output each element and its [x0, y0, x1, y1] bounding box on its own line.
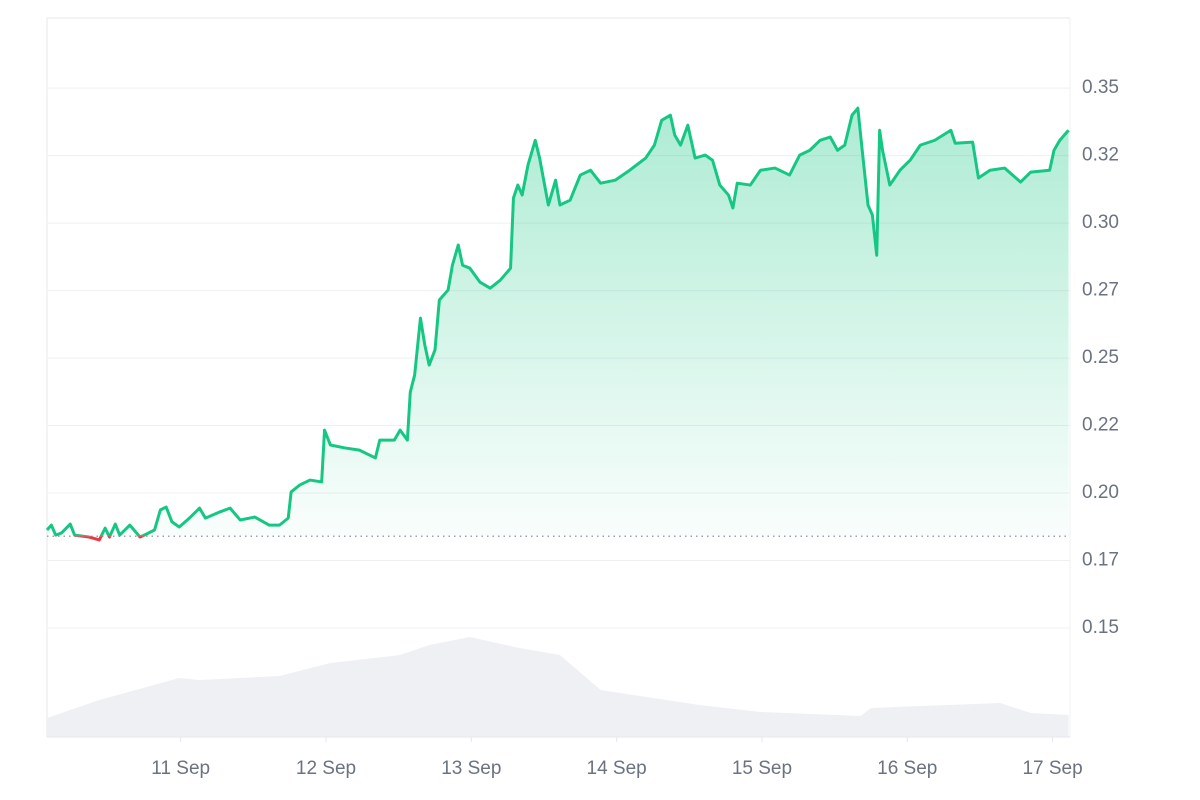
y-tick-label: 0.27: [1082, 280, 1119, 301]
volume-area: [47, 637, 1069, 737]
x-tick-label: 13 Sep: [441, 758, 501, 779]
x-tick-label: 17 Sep: [1022, 758, 1082, 779]
price-line-up: [45, 106, 1070, 537]
plot: 0.15 0.17 0.20 0.22 0.25 0.27 0.30 0.32 0.35 11 S…: [45, 17, 1119, 779]
price-area: [47, 108, 1069, 537]
y-tick-label: 0.30: [1082, 212, 1119, 233]
y-tick-label: 0.20: [1082, 482, 1119, 503]
x-tick-label: 14 Sep: [587, 758, 647, 779]
x-tick-label: 11 Sep: [151, 758, 210, 779]
x-tick-label: 12 Sep: [296, 758, 356, 779]
x-tick-label: 16 Sep: [877, 758, 937, 779]
y-tick-label: 0.15: [1082, 617, 1119, 638]
y-tick-label: 0.25: [1082, 347, 1119, 368]
y-tick-label: 0.35: [1082, 77, 1119, 98]
y-tick-label: 0.22: [1082, 415, 1119, 436]
y-tick-label: 0.17: [1082, 550, 1119, 571]
y-tick-label: 0.32: [1082, 145, 1119, 166]
x-tick-label: 15 Sep: [732, 758, 792, 779]
